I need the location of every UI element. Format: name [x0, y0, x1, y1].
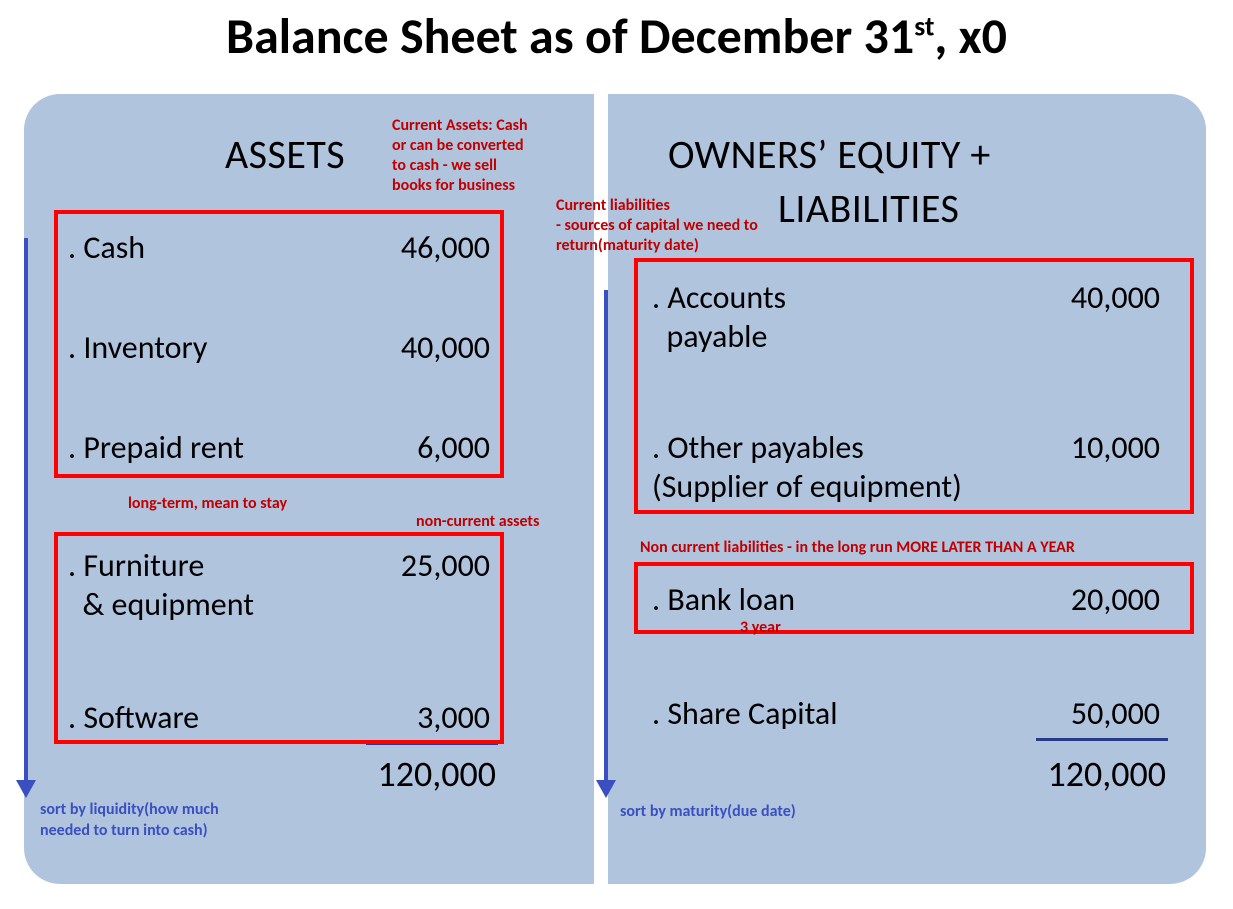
liab-sharecap-value: 50,000 — [1040, 694, 1160, 733]
annotation-bankloan-term: 3 year — [740, 618, 781, 638]
liabilities-heading-2: LIABILITIES — [778, 184, 959, 233]
redbox-current-liab — [634, 258, 1194, 514]
redbox-noncurrent-assets — [54, 532, 504, 744]
title-pre: Balance Sheet as of December 31 — [226, 6, 914, 67]
annotation-long-term: long-term, mean to stay — [128, 494, 287, 514]
annotation-current-liabilities: Current liabilities - sources of capital… — [556, 196, 758, 256]
liabilities-total: 120,000 — [1016, 752, 1166, 796]
page: Balance Sheet as of December 31st, x0 AS… — [0, 0, 1233, 909]
annotation-current-assets: Current Assets: Cash or can be converted… — [392, 116, 528, 196]
annotation-sort-maturity: sort by maturity(due date) — [620, 802, 796, 823]
annotation-sort-liquidity: sort by liquidity(how much needed to tur… — [40, 800, 219, 842]
liabilities-total-line — [1036, 738, 1168, 741]
annotation-noncurrent-liab: Non current liabilities - in the long ru… — [640, 538, 1075, 558]
redbox-current-assets — [54, 210, 504, 478]
title-post: , x0 — [934, 6, 1007, 67]
annotation-noncurrent-assets: non-current assets — [416, 512, 539, 532]
redbox-noncurrent-liab — [634, 562, 1194, 634]
title-sup: st — [914, 10, 934, 43]
page-title: Balance Sheet as of December 31st, x0 — [0, 6, 1233, 67]
assets-total: 120,000 — [346, 752, 496, 796]
assets-heading: ASSETS — [225, 130, 345, 179]
liab-sharecap-label: . Share Capital — [652, 694, 838, 733]
liabilities-heading-1: OWNERS’ EQUITY + — [668, 130, 991, 179]
